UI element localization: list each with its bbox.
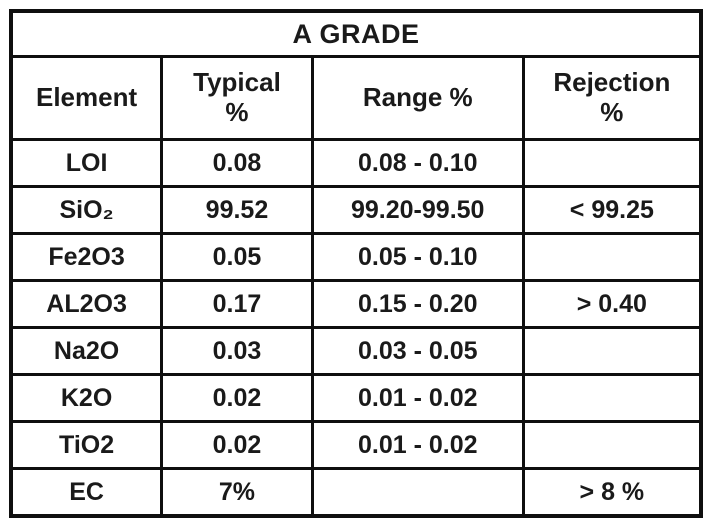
column-header-typical: Typical %	[160, 55, 314, 141]
table-row: EC 7% > 8 %	[9, 467, 703, 518]
element-cell: SiO₂	[9, 185, 164, 235]
grade-table: A GRADE Element Typical % Range % Reject…	[9, 9, 703, 518]
element-cell: LOI	[9, 138, 164, 188]
rejection-cell	[521, 373, 703, 423]
typical-cell: 0.02	[160, 373, 314, 423]
typical-cell: 0.03	[160, 326, 314, 376]
range-cell: 0.08 - 0.10	[310, 138, 525, 188]
typical-cell: 0.08	[160, 138, 314, 188]
typical-cell: 0.17	[160, 279, 314, 329]
table-row: Na2O 0.03 0.03 - 0.05	[9, 326, 703, 376]
table-row: Fe2O3 0.05 0.05 - 0.10	[9, 232, 703, 282]
rejection-cell: > 0.40	[521, 279, 703, 329]
rejection-cell: > 8 %	[521, 467, 703, 518]
range-cell	[310, 467, 525, 518]
typical-cell: 7%	[160, 467, 314, 518]
element-cell: EC	[9, 467, 164, 518]
range-cell: 0.01 - 0.02	[310, 373, 525, 423]
rejection-cell	[521, 138, 703, 188]
table-title-row: A GRADE	[9, 9, 703, 58]
typical-cell: 0.05	[160, 232, 314, 282]
range-cell: 0.01 - 0.02	[310, 420, 525, 470]
range-cell: 0.03 - 0.05	[310, 326, 525, 376]
table-row: AL2O3 0.17 0.15 - 0.20 > 0.40	[9, 279, 703, 329]
column-header-rejection: Rejection %	[521, 55, 703, 141]
element-cell: TiO2	[9, 420, 164, 470]
table-row: LOI 0.08 0.08 - 0.10	[9, 138, 703, 188]
table-title: A GRADE	[9, 9, 703, 58]
element-cell: Na2O	[9, 326, 164, 376]
table-row: TiO2 0.02 0.01 - 0.02	[9, 420, 703, 470]
table-row: SiO₂ 99.52 99.20-99.50 < 99.25	[9, 185, 703, 235]
rejection-cell	[521, 232, 703, 282]
typical-cell: 99.52	[160, 185, 314, 235]
rejection-cell	[521, 420, 703, 470]
range-cell: 0.05 - 0.10	[310, 232, 525, 282]
column-header-element: Element	[9, 55, 164, 141]
rejection-cell	[521, 326, 703, 376]
range-cell: 99.20-99.50	[310, 185, 525, 235]
element-cell: K2O	[9, 373, 164, 423]
table-row: K2O 0.02 0.01 - 0.02	[9, 373, 703, 423]
range-cell: 0.15 - 0.20	[310, 279, 525, 329]
table-header-row: Element Typical % Range % Rejection %	[9, 55, 703, 141]
element-cell: AL2O3	[9, 279, 164, 329]
column-header-range: Range %	[310, 55, 525, 141]
grade-table-container: A GRADE Element Typical % Range % Reject…	[9, 9, 703, 518]
rejection-cell: < 99.25	[521, 185, 703, 235]
element-cell: Fe2O3	[9, 232, 164, 282]
typical-cell: 0.02	[160, 420, 314, 470]
